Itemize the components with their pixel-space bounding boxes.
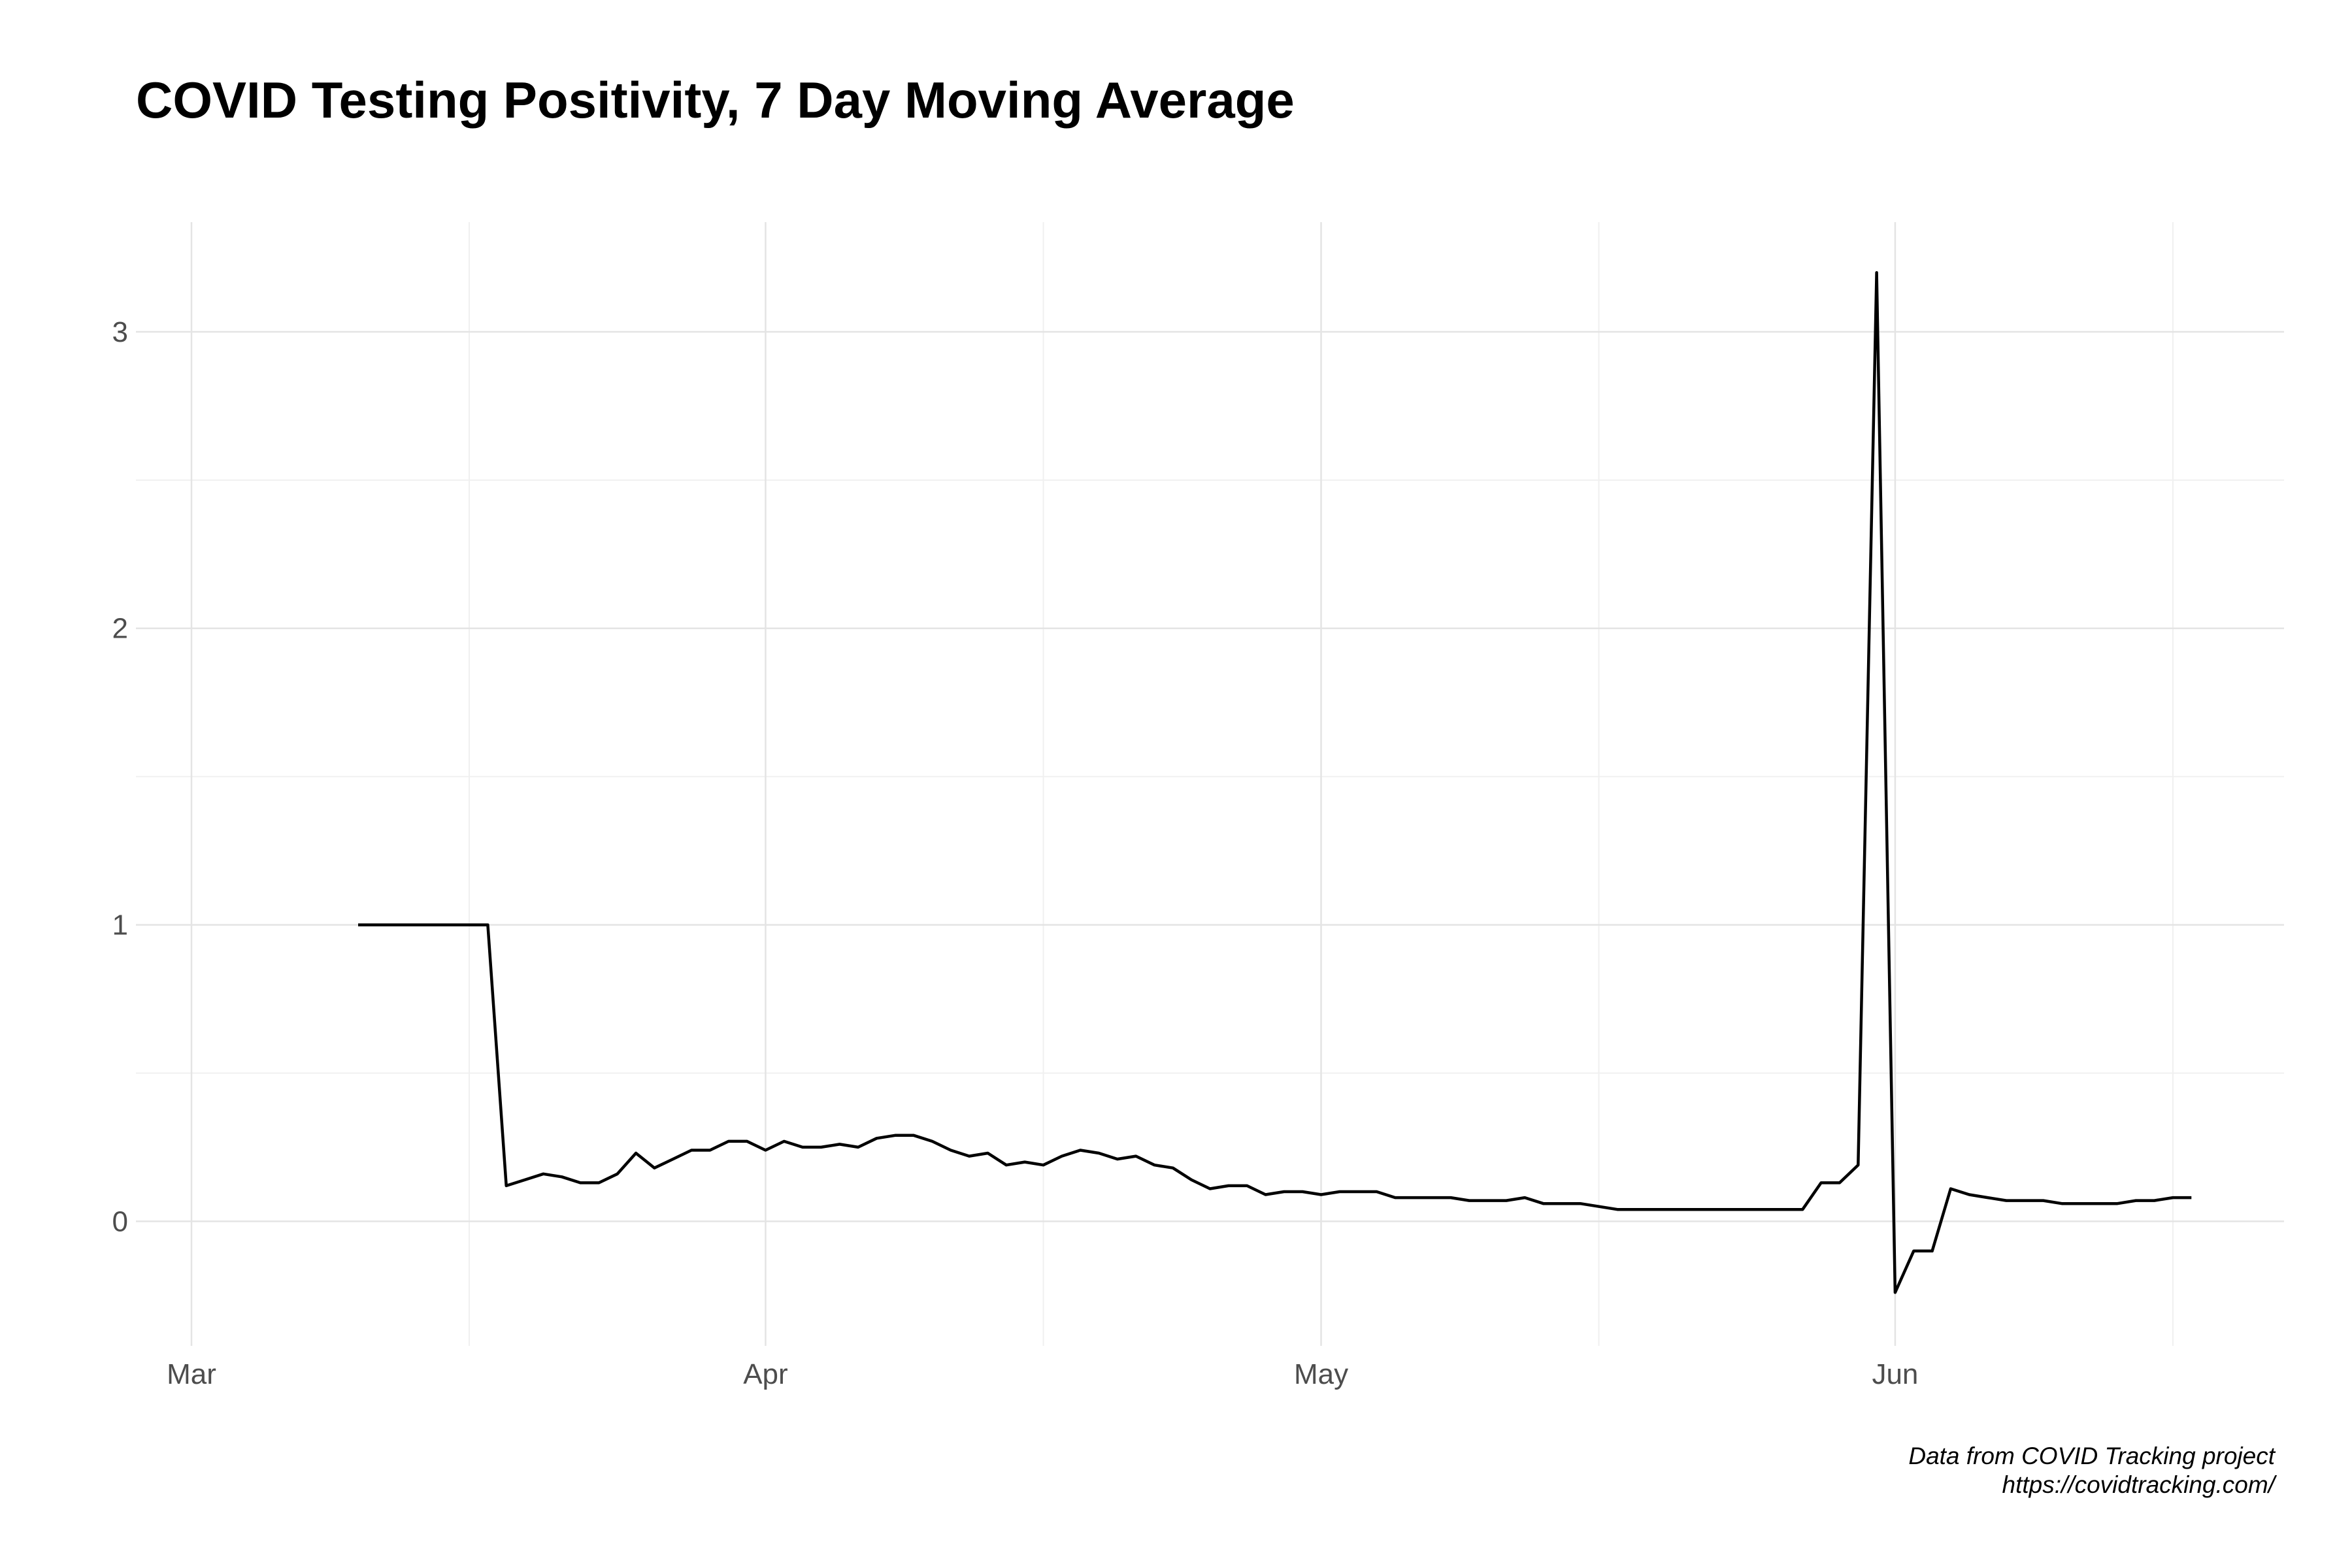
caption-url: https://covidtracking.com/	[2002, 1471, 2275, 1498]
chart-title: COVID Testing Positivity, 7 Day Moving A…	[136, 71, 1295, 129]
series-layer	[358, 270, 2192, 1294]
x-axis-tick-labels: Mar Apr May Jun	[167, 1358, 1918, 1390]
minor-y-gridlines	[136, 479, 2284, 1074]
y-axis-tick-labels: 0 1 2 3	[112, 316, 128, 1237]
x-tick-label: May	[1294, 1358, 1348, 1390]
y-tick-label: 3	[112, 316, 128, 348]
caption-source: Data from COVID Tracking project	[1908, 1443, 2275, 1469]
major-y-gridlines	[136, 331, 2284, 1222]
x-tick-label: Jun	[1872, 1358, 1918, 1390]
y-tick-label: 0	[112, 1205, 128, 1237]
minor-x-gridlines	[469, 222, 2174, 1346]
x-tick-label: Mar	[167, 1358, 216, 1390]
x-tick-label: Apr	[743, 1358, 787, 1390]
y-tick-label: 1	[112, 909, 128, 941]
series-line	[358, 270, 2192, 1294]
major-x-gridlines	[190, 222, 1897, 1346]
y-tick-label: 2	[112, 613, 128, 645]
